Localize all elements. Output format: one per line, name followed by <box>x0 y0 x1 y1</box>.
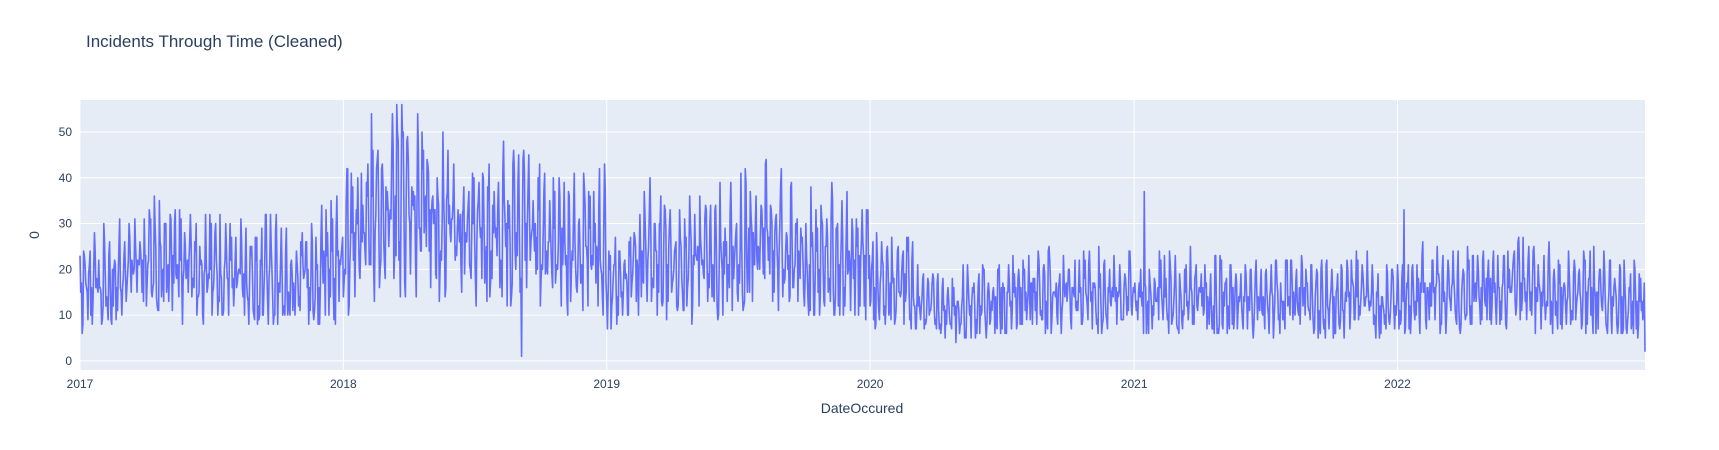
y-tick-label: 20 <box>59 262 73 276</box>
x-axis-title: DateOccured <box>821 400 903 416</box>
y-tick-label: 30 <box>59 217 73 231</box>
x-tick-label: 2017 <box>67 377 94 391</box>
y-tick-label: 10 <box>59 308 73 322</box>
chart-title: Incidents Through Time (Cleaned) <box>86 32 343 51</box>
y-tick-label: 0 <box>65 354 72 368</box>
x-tick-label: 2020 <box>857 377 884 391</box>
y-axis-title: 0 <box>26 231 42 239</box>
x-tick-label: 2018 <box>330 377 357 391</box>
x-tick-label: 2022 <box>1384 377 1411 391</box>
x-axis-ticks: 2017 2018 2019 2020 2021 2022 <box>67 377 1412 391</box>
y-tick-label: 50 <box>59 125 73 139</box>
series-line <box>79 103 1646 358</box>
y-tick-label: 40 <box>59 171 73 185</box>
y-axis-ticks: 0 10 20 30 40 50 <box>59 125 73 368</box>
x-tick-label: 2021 <box>1121 377 1148 391</box>
series-line-layer <box>79 103 1646 358</box>
x-tick-label: 2019 <box>593 377 620 391</box>
